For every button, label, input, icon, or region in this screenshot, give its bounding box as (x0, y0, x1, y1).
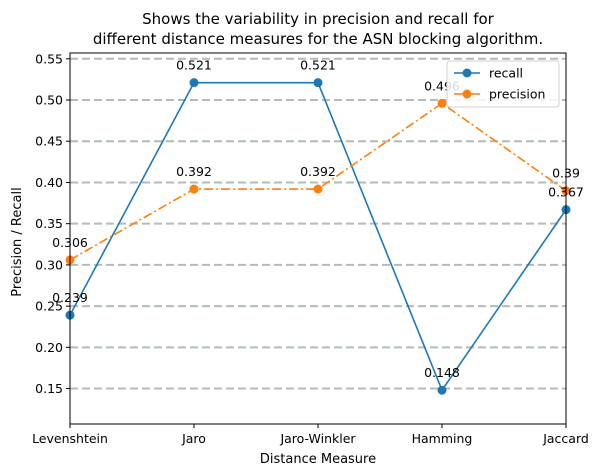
legend-swatch-marker (462, 68, 472, 78)
y-axis-ticks: 0.15 0.20 0.25 0.30 0.35 0.40 0.45 0.50 0.55 (35, 51, 70, 396)
y-grid (70, 57, 566, 390)
data-point-precision (437, 98, 447, 108)
legend-entry-precision: precision (489, 87, 545, 102)
y-tick-label: 0.40 (35, 175, 63, 190)
legend-swatch-marker (462, 89, 472, 99)
data-point-precision (189, 184, 199, 194)
y-axis-label: Precision / Recall (10, 187, 25, 296)
x-axis-ticks: Levenshtein Jaro Jaro-Winkler Hamming Jaccar… (32, 424, 589, 446)
data-label-recall: 0.521 (176, 58, 212, 73)
data-label-recall: 0.148 (424, 365, 460, 380)
x-tick-label: Levenshtein (32, 431, 108, 446)
y-tick-label: 0.50 (35, 92, 63, 107)
plot-area (69, 52, 567, 425)
legend-entry-recall: recall (489, 66, 523, 81)
y-tick-label: 0.15 (35, 381, 63, 396)
data-point-recall (189, 78, 199, 88)
x-tick-label: Jaro (181, 431, 206, 446)
legend: recall precision (446, 60, 560, 108)
data-point-recall (313, 78, 323, 88)
x-tick-label: Jaccard (542, 431, 589, 446)
x-tick-label: Hamming (412, 431, 473, 446)
data-label-precision: 0.392 (300, 164, 336, 179)
x-tick-label: Jaro-Winkler (279, 431, 356, 446)
y-tick-label: 0.20 (35, 340, 63, 355)
y-tick-label: 0.55 (35, 51, 63, 66)
x-axis-label: Distance Measure (260, 452, 376, 467)
data-point-recall (437, 385, 447, 395)
data-point-precision (313, 184, 323, 194)
y-tick-label: 0.25 (35, 299, 63, 314)
chart-title: Shows the variability in precision and r… (93, 10, 543, 48)
data-label-precision: 0.392 (176, 164, 212, 179)
data-label-recall: 0.521 (300, 58, 336, 73)
y-tick-label: 0.30 (35, 257, 63, 272)
chart-title-line-1: Shows the variability in precision and r… (142, 10, 495, 28)
series-line-recall (69, 81, 567, 392)
y-tick-label: 0.45 (35, 134, 63, 149)
chart-title-line-2: different distance measures for the ASN … (93, 30, 543, 48)
y-tick-label: 0.35 (35, 216, 63, 231)
